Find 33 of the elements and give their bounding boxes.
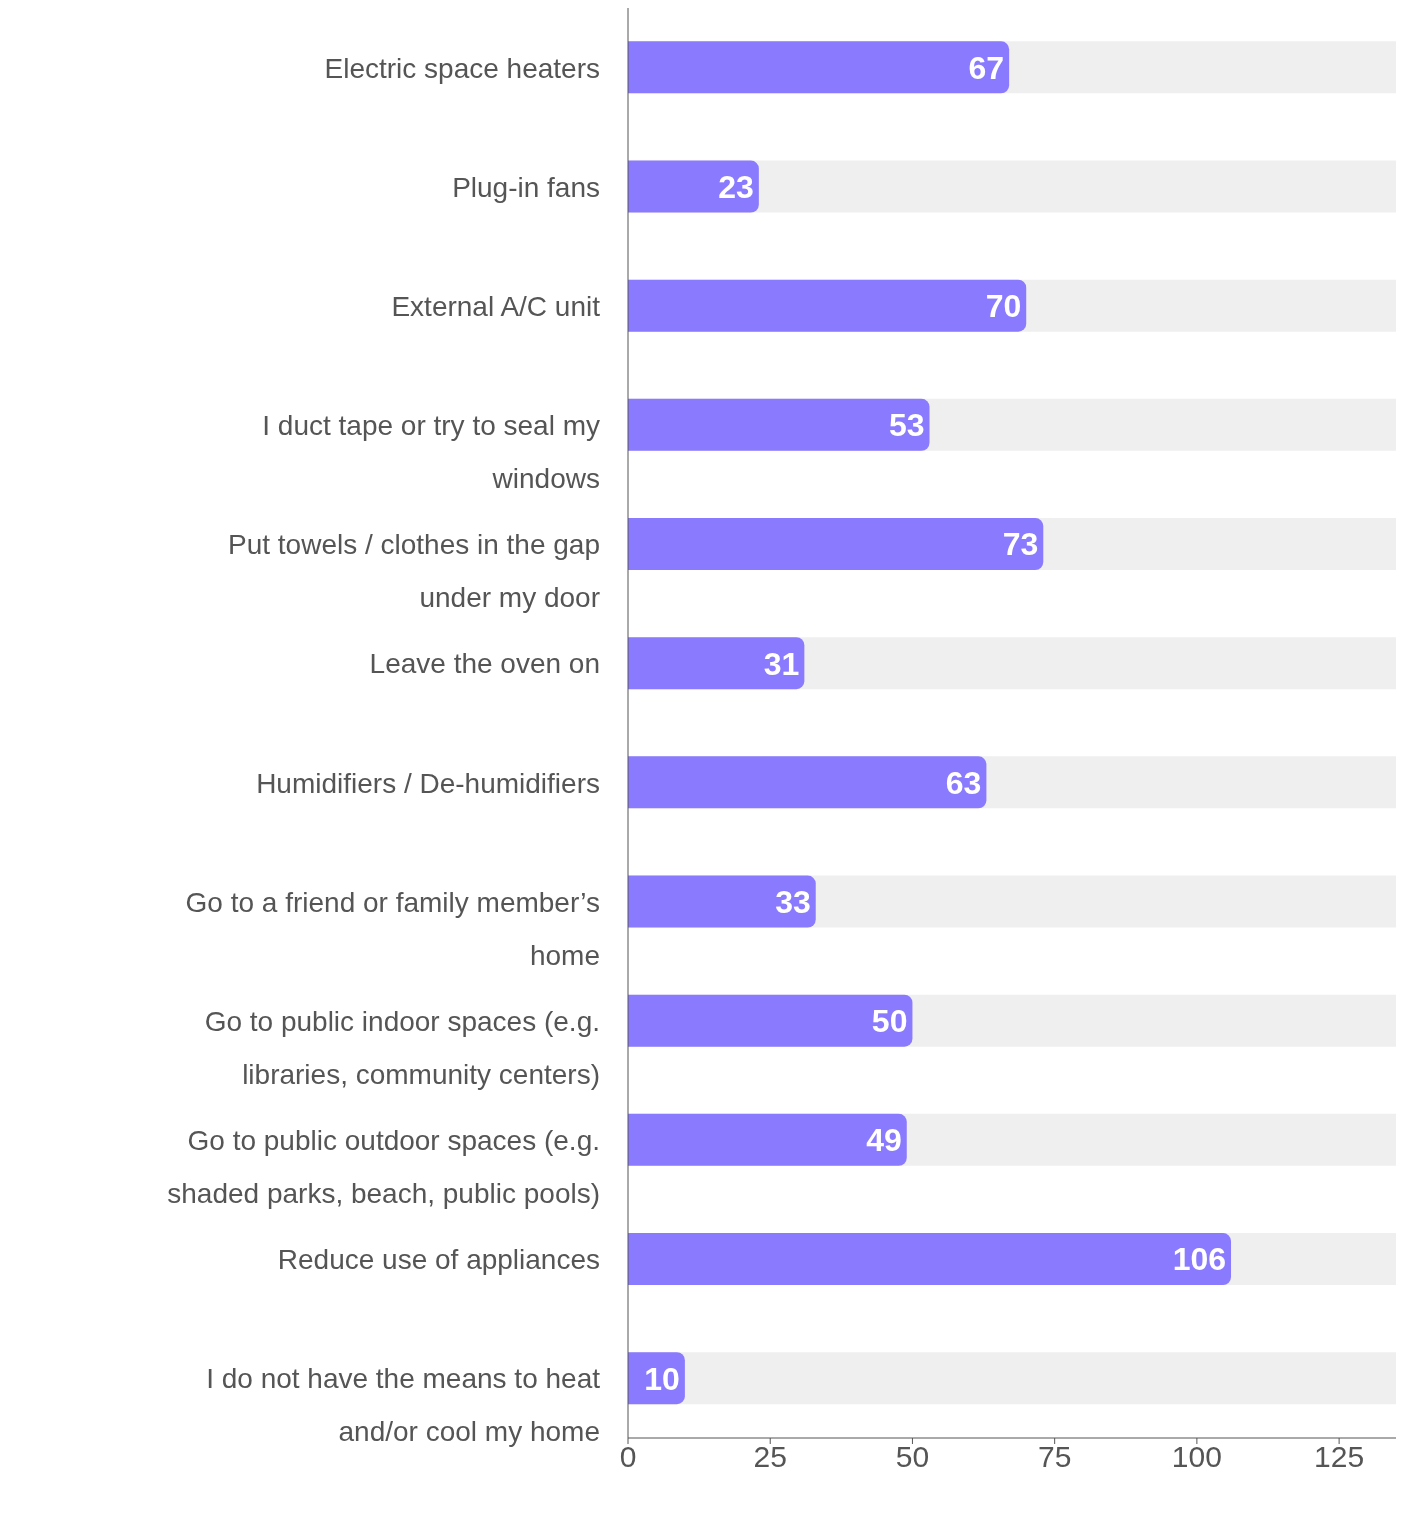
data-label: 23 — [718, 168, 754, 205]
y-tick-label: I do not have the means to heat and/or cool my home — [206, 1363, 601, 1448]
x-tick-label: 0 — [619, 1440, 637, 1474]
y-tick-label: Leave the oven on — [369, 648, 600, 680]
data-label: 49 — [866, 1122, 902, 1159]
x-tick-label: 100 — [1171, 1440, 1222, 1474]
y-tick-label: Go to public outdoor spaces (e.g. shaded parks, beach, public pools) — [167, 1125, 600, 1210]
bar — [628, 875, 816, 928]
data-label: 67 — [968, 49, 1005, 86]
bar — [628, 637, 805, 690]
data-label: 10 — [644, 1360, 680, 1397]
data-label: 50 — [871, 1003, 908, 1040]
data-label: 63 — [945, 764, 982, 801]
data-label: 73 — [1002, 526, 1039, 563]
y-tick-label: I duct tape or try to seal my windows — [262, 410, 600, 495]
x-tick-label: 125 — [1314, 1440, 1365, 1474]
data-label: 33 — [775, 883, 811, 920]
y-tick-label: Electric space heaters — [324, 52, 600, 84]
x-tick-label: 75 — [1037, 1440, 1072, 1474]
data-label: 31 — [763, 645, 800, 682]
y-tick-label: Go to a friend or family member’s home — [185, 886, 600, 971]
data-label: 53 — [888, 407, 925, 444]
x-tick-label: 25 — [753, 1440, 787, 1474]
bar — [628, 160, 759, 213]
y-tick-label: Go to public indoor spaces (e.g. libraries, community centers) — [204, 1005, 600, 1090]
data-label: 70 — [985, 288, 1022, 325]
x-tick-label: 50 — [895, 1440, 930, 1474]
y-tick-label: Humidifiers / De-humidifiers — [256, 767, 600, 799]
y-tick-label: Put towels / clothes in the gap under my door — [228, 529, 600, 614]
y-tick-label: Reduce use of appliances — [277, 1244, 600, 1276]
y-tick-label: Plug-in fans — [452, 171, 600, 203]
data-label: 106 — [1172, 1241, 1227, 1278]
y-tick-label: External A/C unit — [391, 290, 601, 322]
